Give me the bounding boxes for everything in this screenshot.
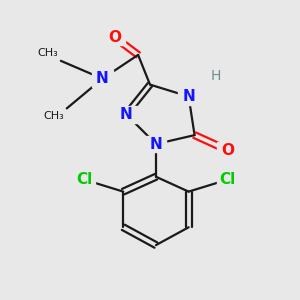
Text: Cl: Cl	[76, 172, 93, 187]
Bar	[74, 172, 95, 188]
Bar	[104, 29, 125, 45]
Text: CH₃: CH₃	[37, 48, 58, 58]
Text: CH₃: CH₃	[43, 111, 64, 122]
Bar	[92, 70, 113, 87]
Bar	[217, 172, 238, 188]
Text: Cl: Cl	[219, 172, 236, 187]
Text: N: N	[96, 71, 109, 86]
Text: O: O	[108, 30, 121, 45]
Bar	[116, 106, 136, 122]
Bar	[146, 136, 166, 152]
Bar	[205, 68, 226, 84]
Bar	[217, 142, 238, 158]
Text: N: N	[120, 107, 133, 122]
Bar	[178, 88, 199, 105]
Text: N: N	[182, 89, 195, 104]
Text: O: O	[221, 142, 234, 158]
Text: H: H	[210, 69, 220, 83]
Text: N: N	[150, 136, 162, 152]
